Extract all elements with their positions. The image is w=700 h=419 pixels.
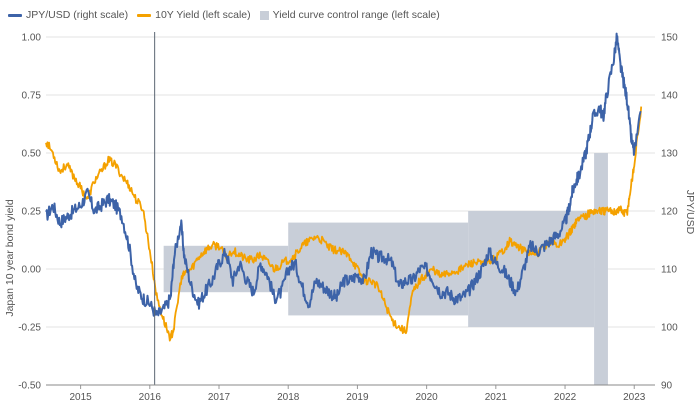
y-tick-label: 1.00	[22, 33, 42, 44]
y-axis-label-right: JPY/USD	[684, 190, 696, 235]
y-tick-label: 0.75	[22, 91, 42, 102]
legend-item-jpyusd[interactable]: JPY/USD (right scale)	[8, 9, 128, 21]
x-tick-label: 2022	[554, 392, 577, 403]
x-tick-label: 2021	[485, 392, 508, 403]
y-tick-label: 0.00	[22, 265, 42, 276]
y-tick-label: 0.25	[22, 207, 42, 218]
y2-tick-label: 150	[661, 33, 678, 44]
legend: JPY/USD (right scale) 10Y Yield (left sc…	[8, 7, 440, 23]
x-tick-label: 2023	[623, 392, 646, 403]
legend-label-control-range: Yield curve control range (left scale)	[272, 9, 440, 21]
x-tick-label: 2019	[346, 392, 369, 403]
x-tick-label: 2018	[277, 392, 300, 403]
legend-swatch-yield	[137, 13, 152, 17]
y-tick-label: -0.25	[18, 323, 41, 334]
y2-tick-label: 90	[661, 381, 673, 392]
y2-tick-label: 100	[661, 323, 678, 334]
axes	[46, 32, 655, 389]
yield-control-band-2	[468, 211, 595, 327]
y-tick-label: -0.50	[18, 381, 41, 392]
y-tick-label: 0.50	[22, 149, 42, 160]
x-tick-label: 2017	[208, 392, 231, 403]
x-tick-label: 2020	[416, 392, 439, 403]
y2-tick-label: 130	[661, 149, 678, 160]
y-axis-label-left: Japan 10 year bond yield	[4, 199, 16, 316]
legend-swatch-control-range	[259, 10, 269, 20]
legend-label-jpyusd: JPY/USD (right scale)	[26, 9, 129, 21]
legend-item-yield[interactable]: 10Y Yield (left scale)	[137, 9, 251, 21]
y2-tick-label: 140	[661, 91, 678, 102]
y2-tick-label: 110	[661, 265, 677, 276]
tick-labels: 1.00 0.75 0.50 0.25 0.00 -0.25 -0.50 150 140 130 1…	[18, 33, 678, 404]
yield-control-band-3	[594, 153, 608, 385]
x-tick-label: 2015	[69, 392, 92, 403]
legend-swatch-jpyusd	[8, 13, 22, 17]
x-tick-label: 2016	[139, 392, 162, 403]
legend-label-yield: 10Y Yield (left scale)	[155, 9, 251, 21]
y2-tick-label: 120	[661, 207, 678, 218]
legend-item-control-range[interactable]: Yield curve control range (left scale)	[259, 9, 440, 21]
